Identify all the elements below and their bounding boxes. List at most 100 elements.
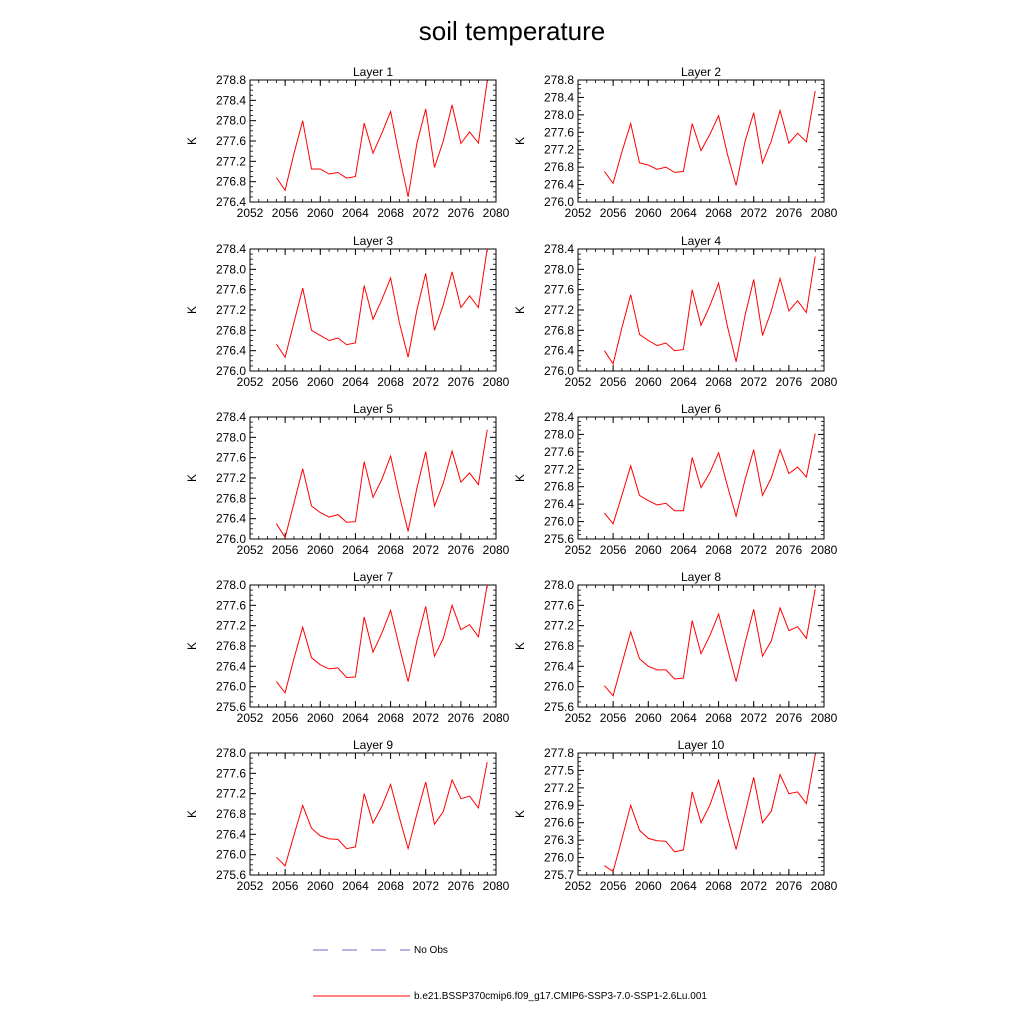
y-tick-label: 276.8 <box>544 160 574 174</box>
y-tick-label: 278.0 <box>544 262 574 276</box>
y-tick-label: 277.6 <box>216 451 246 465</box>
x-tick-label: 2080 <box>483 206 510 220</box>
y-tick-label: 278.8 <box>544 73 574 87</box>
y-tick-label: 277.6 <box>216 283 246 297</box>
y-tick-label: 277.6 <box>544 125 574 139</box>
x-tick-label: 2072 <box>740 375 767 389</box>
y-tick-label: 276.8 <box>216 491 246 505</box>
y-tick-label: 275.6 <box>544 532 574 546</box>
panel-title: Layer 1 <box>353 65 393 79</box>
x-tick-label: 2080 <box>483 375 510 389</box>
series-line <box>603 90 816 186</box>
y-tick-label: 278.4 <box>544 90 574 104</box>
series-line <box>604 433 816 525</box>
y-axis-label: K <box>185 810 199 818</box>
plot-frame <box>577 752 825 876</box>
panel-title: Layer 7 <box>353 570 393 584</box>
x-tick-label: 2076 <box>776 206 803 220</box>
x-tick-label: 2068 <box>377 879 404 893</box>
x-tick-label: 2076 <box>448 206 475 220</box>
x-tick-label: 2072 <box>740 206 767 220</box>
x-tick-label: 2072 <box>412 879 439 893</box>
y-axis-label: K <box>185 137 199 145</box>
chart-panel-8: Layer 8 2052 2056 2060 2064 2068 2072 2076 2080 2… <box>513 570 838 725</box>
x-tick-label: 2052 <box>237 375 264 389</box>
y-tick-label: 277.2 <box>544 619 574 633</box>
legend-model-label: b.e21.BSSP370cmip6.f09_g17.CMIP6-SSP3-7.… <box>414 991 707 1002</box>
x-tick-label: 2068 <box>377 711 404 725</box>
y-tick-label: 276.8 <box>216 639 246 653</box>
y-axis-label: K <box>513 810 527 818</box>
y-tick-label: 276.3 <box>544 833 574 847</box>
y-axis-label: K <box>185 306 199 314</box>
series-line <box>275 429 488 539</box>
y-axis-label: K <box>185 642 199 650</box>
y-tick-label: 277.2 <box>544 303 574 317</box>
x-tick-label: 2072 <box>740 711 767 725</box>
chart-panel-6: Layer 6 2052 2056 2060 2064 2068 2072 2076 2080 2… <box>513 402 838 557</box>
x-tick-label: 2068 <box>705 375 732 389</box>
y-tick-label: 276.4 <box>544 659 574 673</box>
x-tick-label: 2056 <box>272 206 299 220</box>
x-tick-label: 2080 <box>811 711 838 725</box>
y-tick-label: 276.0 <box>216 848 246 862</box>
x-tick-label: 2060 <box>635 375 662 389</box>
x-tick-label: 2064 <box>670 879 697 893</box>
y-tick-label: 276.4 <box>544 497 574 511</box>
x-tick-label: 2052 <box>565 879 592 893</box>
x-tick-label: 2052 <box>237 543 264 557</box>
x-tick-label: 2052 <box>237 711 264 725</box>
y-tick-label: 276.8 <box>216 175 246 189</box>
x-tick-label: 2080 <box>483 543 510 557</box>
legend: No Obs b.e21.BSSP370cmip6.f09_g17.CMIP6-… <box>313 945 707 1002</box>
y-axis-label: K <box>513 137 527 145</box>
x-tick-label: 2052 <box>237 879 264 893</box>
y-tick-label: 278.4 <box>544 410 574 424</box>
y-tick-label: 276.4 <box>216 827 246 841</box>
y-tick-label: 277.2 <box>544 781 574 795</box>
x-tick-label: 2064 <box>342 711 369 725</box>
y-tick-label: 277.6 <box>216 134 246 148</box>
x-tick-label: 2064 <box>342 375 369 389</box>
y-tick-label: 276.0 <box>544 515 574 529</box>
x-tick-label: 2072 <box>412 375 439 389</box>
plot-frame <box>249 752 497 876</box>
x-tick-label: 2052 <box>565 711 592 725</box>
x-tick-label: 2056 <box>600 879 627 893</box>
y-tick-label: 278.4 <box>544 242 574 256</box>
y-tick-label: 276.4 <box>216 512 246 526</box>
y-tick-label: 278.0 <box>216 262 246 276</box>
y-tick-label: 276.8 <box>544 480 574 494</box>
x-tick-label: 2076 <box>776 711 803 725</box>
x-tick-label: 2076 <box>448 879 475 893</box>
y-tick-label: 277.6 <box>544 445 574 459</box>
y-tick-label: 275.7 <box>544 868 574 882</box>
y-tick-label: 276.6 <box>544 816 574 830</box>
legend-no-obs-label: No Obs <box>414 945 448 956</box>
chart-panel-4: Layer 4 2052 2056 2060 2064 2068 2072 2076 2080 2… <box>513 234 838 389</box>
x-tick-label: 2064 <box>342 206 369 220</box>
x-tick-label: 2052 <box>237 206 264 220</box>
x-tick-label: 2060 <box>635 711 662 725</box>
x-tick-label: 2080 <box>811 879 838 893</box>
x-tick-label: 2060 <box>307 543 334 557</box>
x-tick-label: 2080 <box>811 543 838 557</box>
x-tick-label: 2056 <box>272 879 299 893</box>
chart-panel-1: Layer 1 2052 2056 2060 2064 2068 2072 2076 2080 2… <box>185 65 510 220</box>
x-tick-label: 2064 <box>342 543 369 557</box>
x-tick-label: 2076 <box>776 879 803 893</box>
y-tick-label: 275.6 <box>544 700 574 714</box>
x-tick-label: 2068 <box>705 206 732 220</box>
y-tick-label: 276.4 <box>216 659 246 673</box>
y-tick-label: 276.0 <box>544 851 574 865</box>
y-tick-label: 277.2 <box>216 303 246 317</box>
y-tick-label: 275.6 <box>216 700 246 714</box>
y-tick-label: 278.4 <box>216 410 246 424</box>
x-tick-label: 2072 <box>412 711 439 725</box>
y-tick-label: 277.2 <box>544 143 574 157</box>
y-tick-label: 278.8 <box>216 73 246 87</box>
y-tick-label: 276.4 <box>216 344 246 358</box>
x-tick-label: 2080 <box>483 711 510 725</box>
y-tick-label: 276.4 <box>544 178 574 192</box>
